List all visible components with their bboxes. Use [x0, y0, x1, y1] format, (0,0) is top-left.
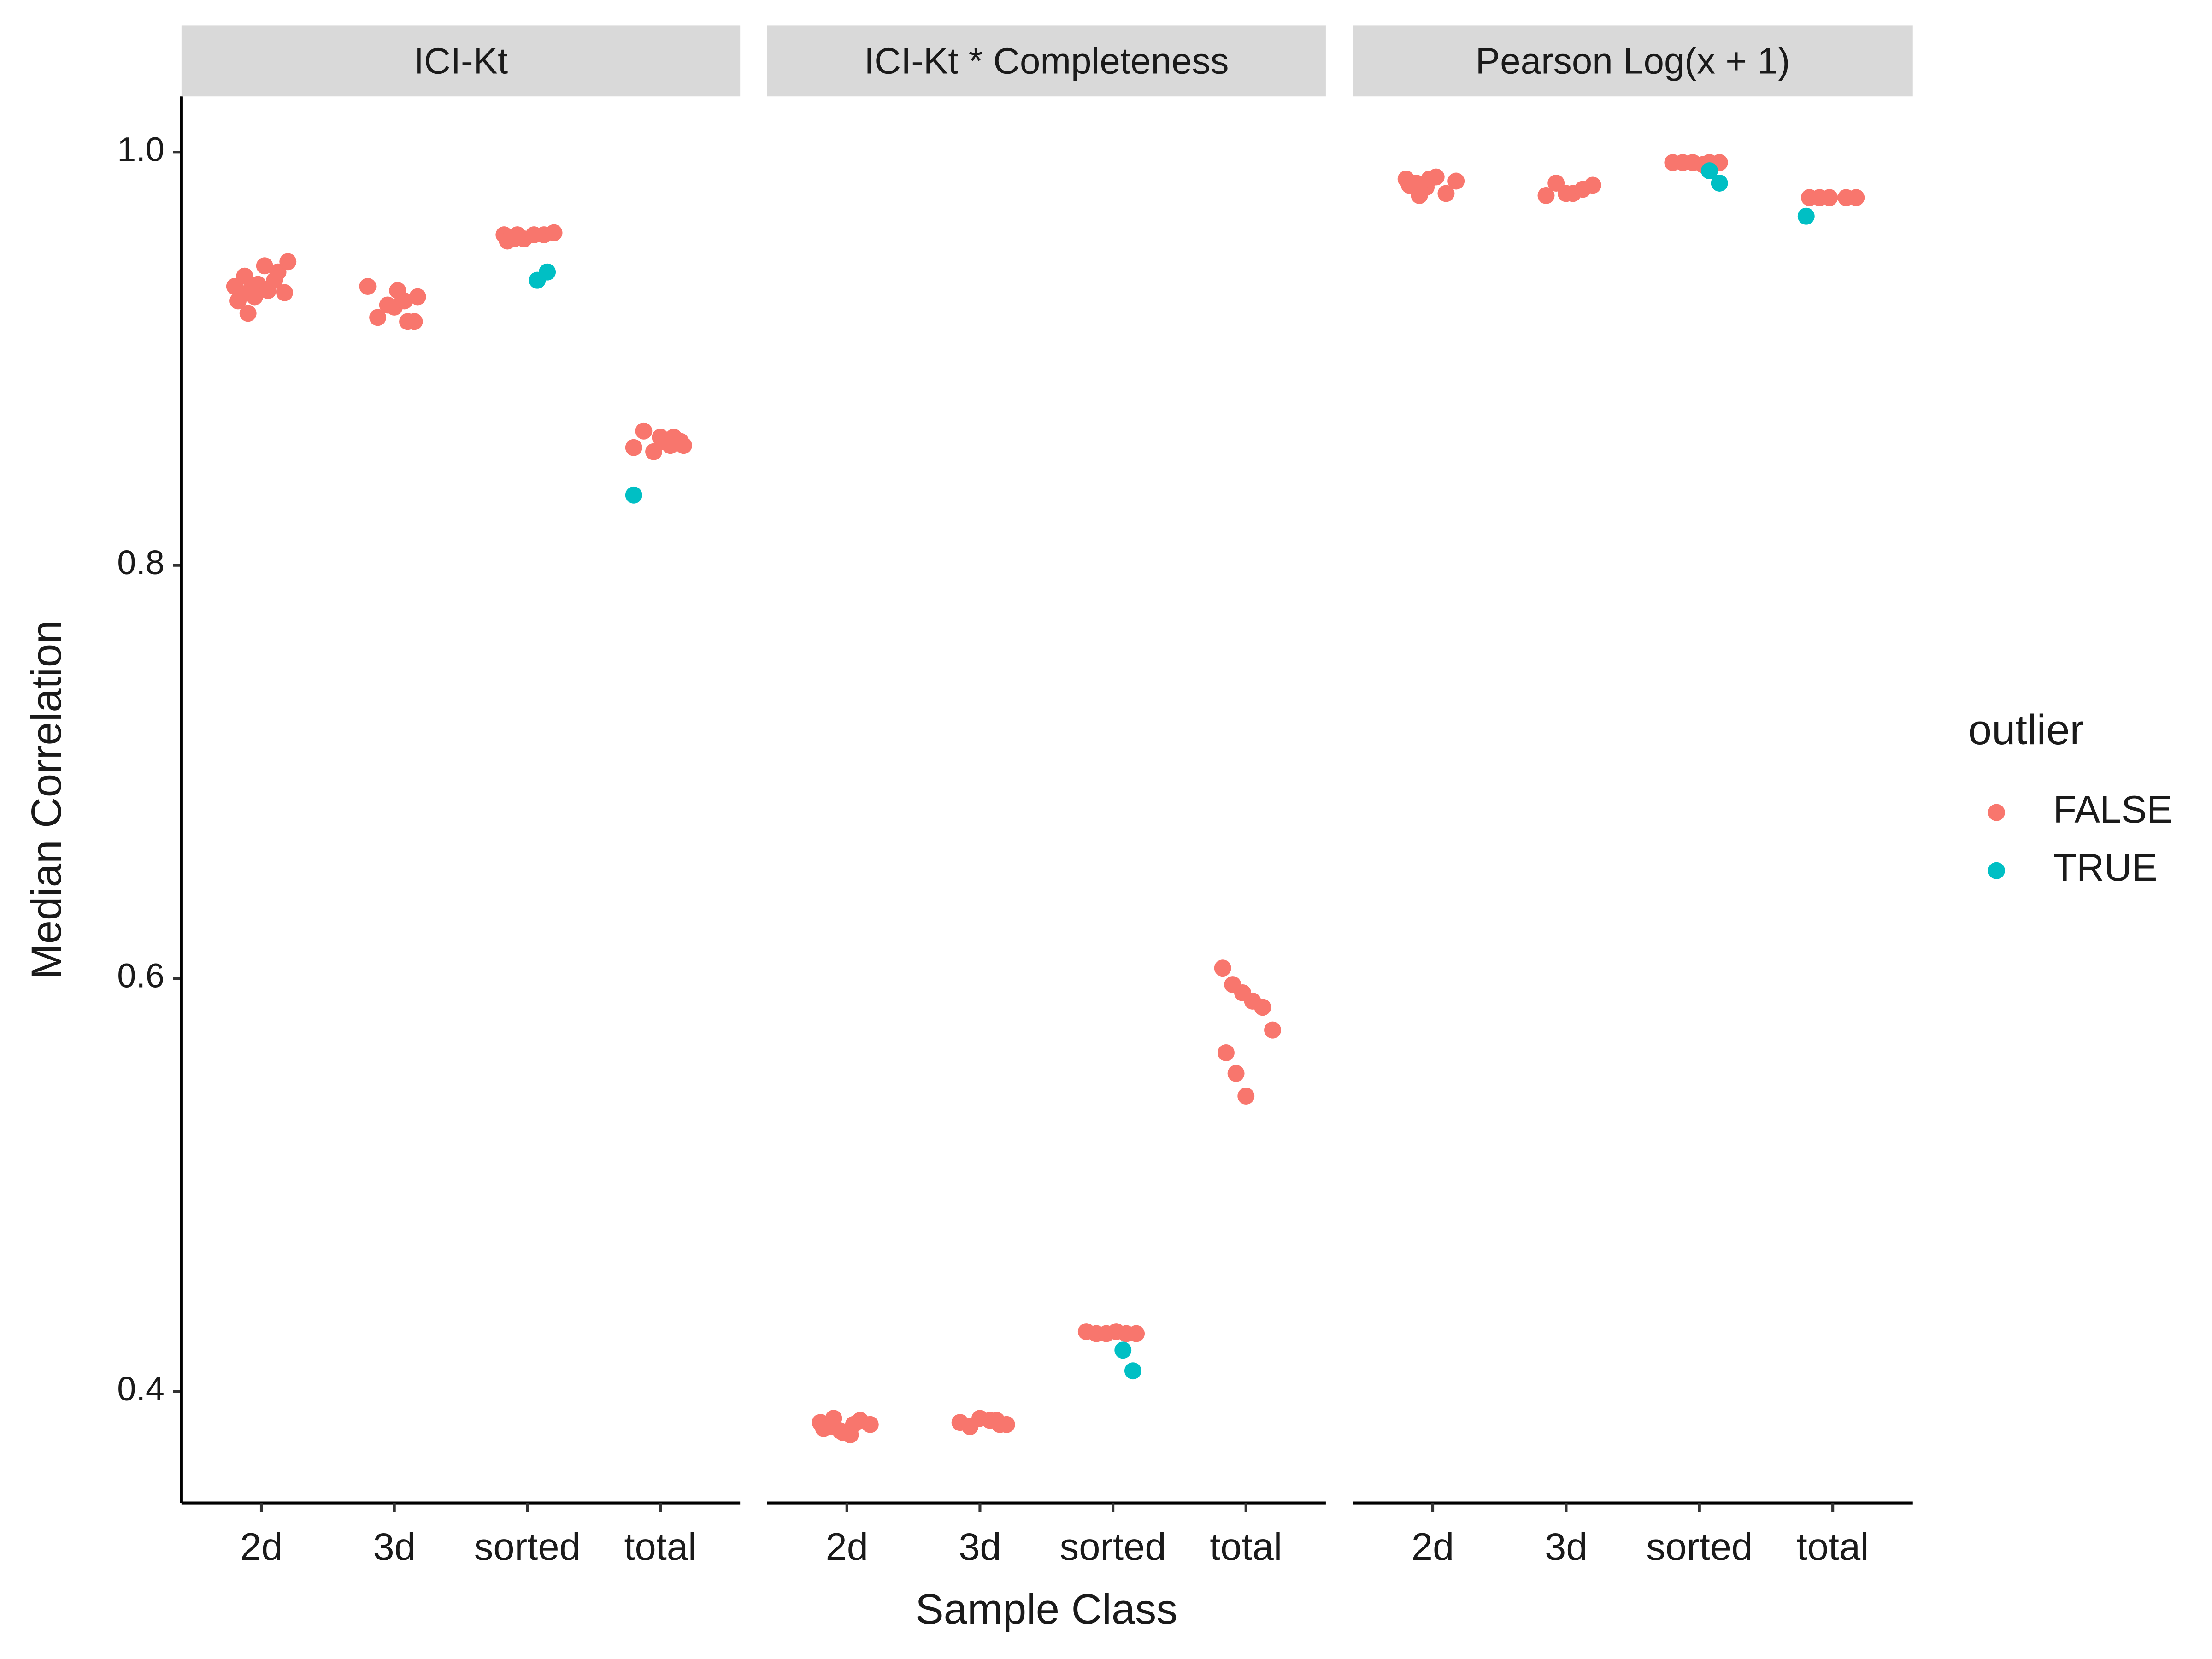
- point: [1237, 1088, 1255, 1105]
- point: [1124, 1362, 1141, 1380]
- point: [635, 422, 653, 440]
- point: [625, 439, 642, 456]
- x-tick-label: 3d: [959, 1525, 1001, 1568]
- point: [675, 437, 692, 454]
- facet-title: Pearson Log(x + 1): [1476, 41, 1790, 82]
- x-tick-label: total: [1797, 1525, 1869, 1568]
- point: [239, 305, 257, 322]
- point: [1447, 172, 1465, 190]
- legend-title: outlier: [1968, 706, 2084, 753]
- point: [1214, 959, 1231, 977]
- x-tick-label: total: [1210, 1525, 1282, 1568]
- y-tick-label: 0.4: [117, 1370, 165, 1408]
- point: [1797, 207, 1815, 225]
- point: [1114, 1341, 1132, 1359]
- y-tick-label: 1.0: [117, 130, 165, 169]
- point: [389, 282, 406, 300]
- point: [379, 296, 396, 314]
- legend-label: TRUE: [2053, 846, 2157, 889]
- point: [1217, 1044, 1235, 1061]
- legend-marker: [1988, 804, 2005, 821]
- point: [1128, 1325, 1145, 1342]
- point: [1711, 175, 1728, 192]
- x-tick-label: sorted: [1060, 1525, 1166, 1568]
- point: [276, 284, 294, 301]
- point: [399, 313, 417, 330]
- point: [279, 253, 297, 271]
- y-axis-title: Median Correlation: [22, 620, 70, 979]
- x-tick-label: 3d: [1545, 1525, 1587, 1568]
- point: [1537, 187, 1555, 204]
- x-tick-label: 2d: [240, 1525, 282, 1568]
- point: [1421, 171, 1438, 188]
- point: [845, 1416, 862, 1433]
- point: [991, 1416, 1009, 1433]
- point: [1227, 1065, 1245, 1082]
- point: [861, 1416, 879, 1433]
- legend-marker: [1988, 862, 2005, 879]
- point: [259, 282, 276, 300]
- point: [242, 280, 260, 297]
- y-tick-label: 0.6: [117, 957, 165, 995]
- facet-strip: [181, 25, 741, 97]
- facet-strip: [1353, 25, 1913, 97]
- point: [1584, 176, 1601, 194]
- x-tick-label: sorted: [474, 1525, 581, 1568]
- point: [545, 224, 563, 241]
- point: [256, 257, 273, 275]
- point: [539, 263, 556, 281]
- point: [509, 226, 526, 243]
- point: [1821, 189, 1838, 206]
- x-tick-label: sorted: [1646, 1525, 1753, 1568]
- point: [1264, 1021, 1281, 1039]
- point: [1437, 185, 1455, 202]
- point: [409, 288, 426, 306]
- x-tick-label: 3d: [373, 1525, 415, 1568]
- facet-strip: [767, 25, 1326, 97]
- x-tick-label: 2d: [826, 1525, 868, 1568]
- point: [1847, 189, 1865, 206]
- point: [825, 1410, 842, 1427]
- facet-title: ICI-Kt * Completeness: [864, 41, 1229, 82]
- point: [1557, 185, 1575, 202]
- x-axis-title: Sample Class: [915, 1585, 1177, 1633]
- y-tick-label: 0.8: [117, 543, 165, 582]
- point: [369, 309, 387, 326]
- x-tick-label: 2d: [1412, 1525, 1454, 1568]
- point: [1254, 999, 1271, 1016]
- point: [1411, 187, 1428, 204]
- x-tick-label: total: [624, 1525, 696, 1568]
- facet-title: ICI-Kt: [414, 41, 508, 82]
- legend-label: FALSE: [2053, 788, 2172, 831]
- point: [1701, 162, 1718, 180]
- point: [625, 486, 642, 504]
- point: [359, 278, 377, 295]
